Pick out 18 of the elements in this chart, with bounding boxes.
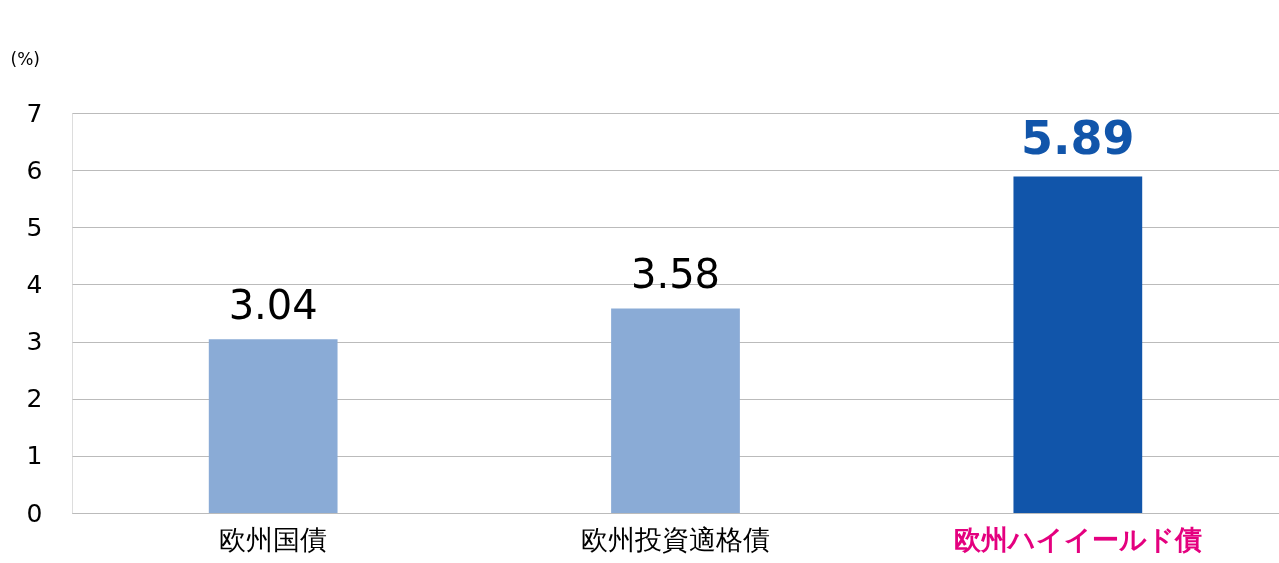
y-tick-label: 5 <box>26 212 43 242</box>
data-label: 3.04 <box>228 282 318 329</box>
x-tick-label: 欧州国債 <box>219 523 328 555</box>
data-label: 3.58 <box>630 251 721 298</box>
y-tick-label: 7 <box>26 98 43 128</box>
y-axis-title: (%) <box>10 48 40 69</box>
y-tick-label: 0 <box>26 498 43 528</box>
x-tick-label: 欧州投資適格債 <box>581 523 770 555</box>
y-tick-label: 4 <box>26 269 43 299</box>
y-tick-label: 2 <box>26 384 43 414</box>
data-label: 5.89 <box>1021 111 1135 166</box>
bar <box>611 308 740 513</box>
y-tick-label: 1 <box>26 441 43 471</box>
bar <box>208 339 338 513</box>
y-tick-label: 3 <box>26 327 43 357</box>
y-tick-label: 6 <box>26 155 43 185</box>
x-tick-label: 欧州ハイイールド債 <box>953 523 1202 555</box>
bar <box>1013 176 1143 513</box>
